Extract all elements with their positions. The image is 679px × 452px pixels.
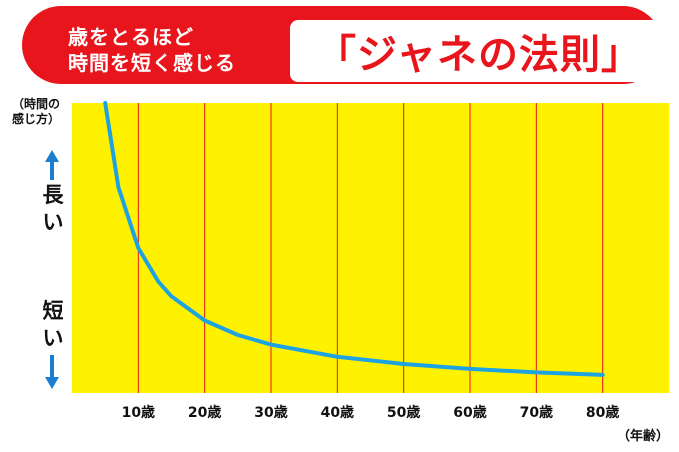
y-long-char-1: 長 bbox=[42, 183, 64, 207]
x-tick-label: 20歳 bbox=[187, 405, 222, 421]
x-tick-label: 40歳 bbox=[320, 405, 355, 421]
x-tick-label: 70歳 bbox=[519, 405, 554, 421]
y-axis-label-line-1: （時間の bbox=[11, 97, 60, 111]
x-tick-label: 30歳 bbox=[254, 405, 288, 421]
banner-subtitle: 歳をとるほど 時間を短く感じる bbox=[68, 24, 258, 76]
title-banner: 歳をとるほど 時間を短く感じる 「ジャネの法則」 bbox=[22, 6, 668, 84]
x-tick-label: 80歳 bbox=[585, 405, 620, 421]
x-axis-label: （年齢） bbox=[617, 429, 670, 444]
y-axis-label-line-2: 感じ方） bbox=[11, 112, 60, 126]
x-tick-label: 60歳 bbox=[453, 405, 487, 421]
y-short-char-2: い bbox=[42, 326, 64, 350]
plot-area bbox=[72, 103, 669, 393]
y-short-char-1: 短 bbox=[42, 299, 64, 323]
subtitle-line-1: 歳をとるほど bbox=[68, 25, 194, 49]
series-line bbox=[103, 101, 605, 377]
y-axis-label: （時間の 感じ方） bbox=[0, 97, 72, 127]
title-box: 「ジャネの法則」 bbox=[290, 20, 668, 82]
main-title: 「ジャネの法則」 bbox=[316, 32, 642, 78]
y-short-label: 短 い bbox=[38, 298, 68, 352]
y-long-label: 長 い bbox=[38, 182, 68, 236]
subtitle-line-2: 時間を短く感じる bbox=[68, 51, 236, 75]
x-tick-label: 50歳 bbox=[386, 405, 421, 421]
x-tick-label: 10歳 bbox=[121, 405, 156, 421]
arrow-up-icon bbox=[45, 150, 59, 180]
y-long-char-2: い bbox=[42, 210, 64, 234]
arrow-down-icon bbox=[45, 355, 59, 389]
